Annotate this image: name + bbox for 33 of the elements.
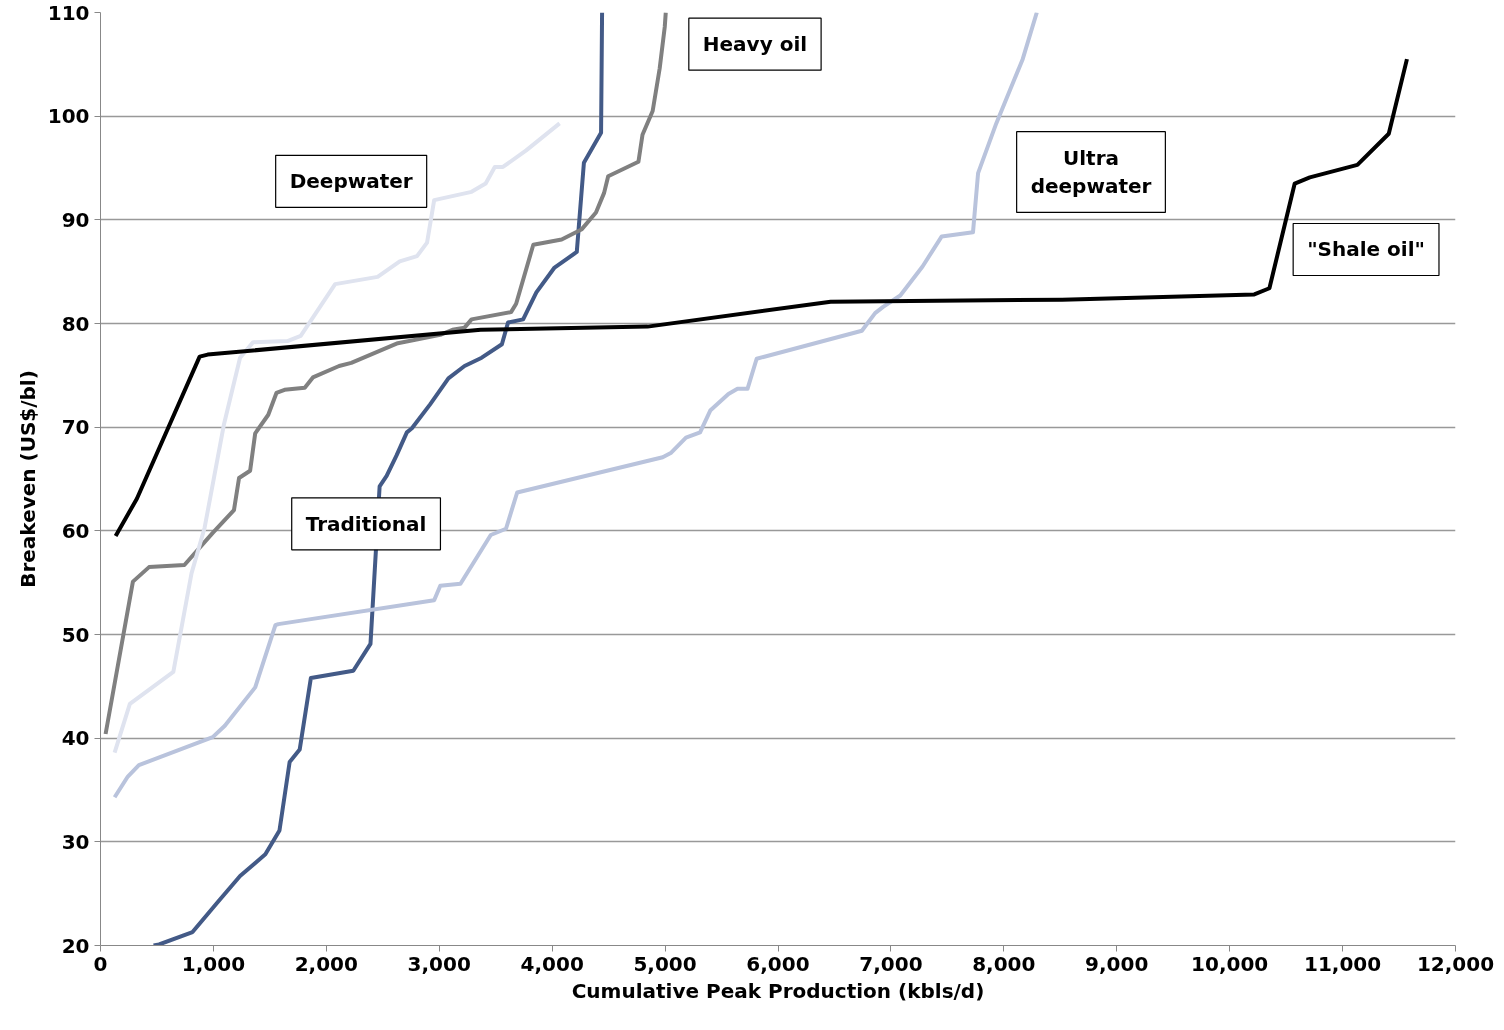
y-tick-label: 80 <box>61 311 90 336</box>
y-tick-label: 110 <box>47 0 90 25</box>
x-tick-label: 8,000 <box>972 951 1036 976</box>
y-tick-label: 30 <box>61 829 90 854</box>
y-tick-label: 100 <box>47 104 90 129</box>
x-tick-label: 1,000 <box>181 951 246 976</box>
x-tick-label: 5,000 <box>633 951 697 976</box>
line-series <box>112 121 562 755</box>
y-tick-label: 60 <box>61 518 90 543</box>
y-tick-label: 90 <box>61 207 90 232</box>
line-series <box>103 12 668 737</box>
x-tick-label: 9,000 <box>1085 951 1149 976</box>
series-label: Deepwater <box>289 169 413 194</box>
y-tick-label: 40 <box>61 726 90 751</box>
x-tick-label: 0 <box>93 951 108 976</box>
line-series <box>151 12 605 946</box>
x-tick-label: 12,000 <box>1416 951 1495 976</box>
y-tick-label: 20 <box>61 933 90 958</box>
series-label: Traditional <box>305 511 427 536</box>
x-tick-label: 10,000 <box>1191 951 1269 976</box>
series-label: "Shale oil" <box>1307 237 1425 262</box>
x-axis-title: Cumulative Peak Production (kbls/d) <box>571 978 985 1003</box>
x-tick-label: 11,000 <box>1303 951 1382 976</box>
y-tick-label: 50 <box>61 622 90 647</box>
y-axis-title: Breakeven (US$/bl) <box>15 370 40 588</box>
y-tick-label: 70 <box>61 415 90 440</box>
x-tick-label: 6,000 <box>746 951 810 976</box>
x-tick-label: 7,000 <box>859 951 923 976</box>
series-label: Ultra deepwater <box>1030 145 1152 199</box>
x-tick-label: 3,000 <box>407 951 471 976</box>
x-tick-label: 2,000 <box>294 951 358 976</box>
x-tick-label: 4,000 <box>520 951 584 976</box>
series-label: Heavy oil <box>702 32 808 57</box>
